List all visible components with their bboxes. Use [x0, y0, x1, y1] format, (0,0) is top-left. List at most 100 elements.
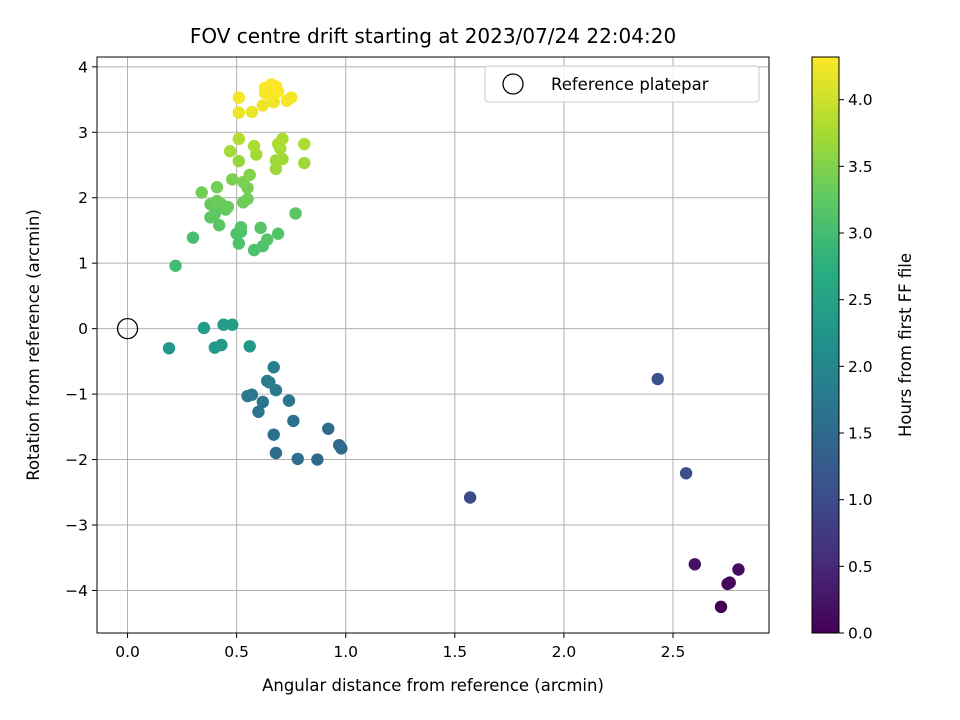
data-point — [210, 181, 224, 194]
data-point — [282, 394, 296, 407]
data-point — [243, 340, 256, 353]
data-point — [245, 105, 259, 119]
reference-marker-layer — [116, 317, 139, 340]
data-point — [169, 259, 182, 272]
y-tick-label: −2 — [65, 451, 88, 469]
x-axis-ticks: 0.0 0.5 1.0 1.5 2.0 2.5 — [115, 633, 685, 661]
data-point — [289, 207, 302, 220]
legend-marker-open-circle-icon — [502, 73, 524, 95]
data-point — [232, 154, 246, 168]
data-point — [223, 145, 237, 158]
y-tick-label: 4 — [78, 58, 88, 76]
data-point — [276, 152, 289, 166]
data-point — [226, 173, 239, 186]
data-point — [679, 467, 693, 480]
data-point — [260, 233, 274, 246]
data-point — [221, 200, 235, 214]
colorbar-ticks: 0.0 0.5 1.0 1.5 2.0 2.5 3.0 3.5 4.0 — [839, 91, 873, 643]
y-axis-ticks: −4 −3 −2 −1 0 1 2 3 4 — [65, 58, 97, 600]
data-point — [723, 576, 736, 589]
colorbar-tick-label: 2.0 — [848, 358, 873, 376]
data-point — [232, 106, 246, 119]
data-point — [195, 186, 208, 199]
x-tick-label: 0.5 — [224, 643, 249, 661]
grid-lines — [97, 57, 769, 633]
data-point — [217, 318, 230, 331]
data-point — [162, 342, 176, 355]
colorbar-gradient — [811, 56, 840, 634]
data-point — [254, 221, 267, 235]
legend: Reference platepar — [484, 65, 760, 103]
data-point — [291, 452, 304, 466]
data-point — [212, 219, 226, 232]
y-tick-label: 1 — [78, 255, 88, 273]
data-point — [232, 91, 246, 104]
y-tick-label: 3 — [78, 124, 88, 142]
data-point — [243, 168, 256, 182]
data-point — [269, 162, 283, 176]
data-point — [287, 414, 300, 428]
plot-frame — [96, 56, 770, 634]
x-tick-label: 1.0 — [333, 643, 358, 661]
colorbar-label: Hours from first FF file — [896, 253, 915, 437]
data-point — [311, 453, 324, 466]
reference-platepar-marker — [116, 317, 139, 340]
y-tick-label: 0 — [78, 320, 88, 338]
data-point — [226, 318, 239, 331]
data-point — [263, 376, 276, 389]
data-point — [256, 99, 270, 112]
data-point — [714, 600, 728, 614]
data-point — [234, 220, 248, 234]
data-point — [322, 422, 335, 435]
data-point — [298, 156, 311, 170]
data-point — [245, 388, 259, 401]
data-point — [463, 491, 477, 504]
data-point — [247, 139, 261, 153]
data-point — [332, 438, 346, 452]
colorbar-tick-label: 0.0 — [848, 625, 873, 643]
y-tick-label: −4 — [65, 582, 88, 600]
data-point — [298, 137, 311, 151]
colorbar-tick-label: 1.5 — [848, 425, 873, 443]
data-point — [651, 372, 664, 386]
colorbar-tick-label: 1.0 — [848, 491, 873, 509]
y-tick-label: −3 — [65, 517, 88, 535]
legend-entry-reference-platepar: Reference platepar — [551, 75, 709, 94]
x-axis-label: Angular distance from reference (arcmin) — [262, 676, 604, 695]
colorbar-tick-label: 3.0 — [848, 225, 873, 243]
data-point — [252, 405, 265, 418]
data-point — [271, 227, 285, 240]
data-point — [688, 558, 702, 571]
data-point — [267, 428, 280, 441]
x-tick-label: 2.0 — [552, 643, 577, 661]
legend-box — [484, 65, 760, 103]
data-point — [256, 395, 270, 409]
colorbar: 0.0 0.5 1.0 1.5 2.0 2.5 3.0 3.5 4.0 Hours from f… — [811, 56, 915, 643]
data-point — [197, 321, 211, 335]
chart-title: FOV centre drift starting at 2023/07/24 … — [190, 24, 676, 48]
data-point — [276, 132, 289, 146]
colorbar-tick-label: 3.5 — [848, 158, 873, 176]
scatter-points — [162, 78, 745, 614]
y-axis-label: Rotation from reference (arcmin) — [24, 209, 43, 481]
data-point — [267, 361, 280, 374]
data-point — [284, 91, 298, 104]
y-tick-label: −1 — [65, 386, 88, 404]
x-tick-label: 2.5 — [661, 643, 686, 661]
data-point — [241, 192, 254, 206]
colorbar-tick-label: 2.5 — [848, 291, 873, 309]
data-point — [215, 338, 228, 352]
data-point — [208, 207, 222, 221]
colorbar-tick-label: 0.5 — [848, 558, 873, 576]
x-tick-label: 1.5 — [442, 643, 467, 661]
data-point — [732, 563, 745, 576]
data-point — [232, 132, 246, 146]
data-point — [232, 237, 246, 250]
data-point — [265, 78, 278, 91]
x-tick-label: 0.0 — [115, 643, 140, 661]
colorbar-tick-label: 4.0 — [848, 91, 873, 109]
data-point — [210, 194, 224, 208]
data-point — [186, 231, 200, 244]
data-point — [269, 446, 283, 460]
